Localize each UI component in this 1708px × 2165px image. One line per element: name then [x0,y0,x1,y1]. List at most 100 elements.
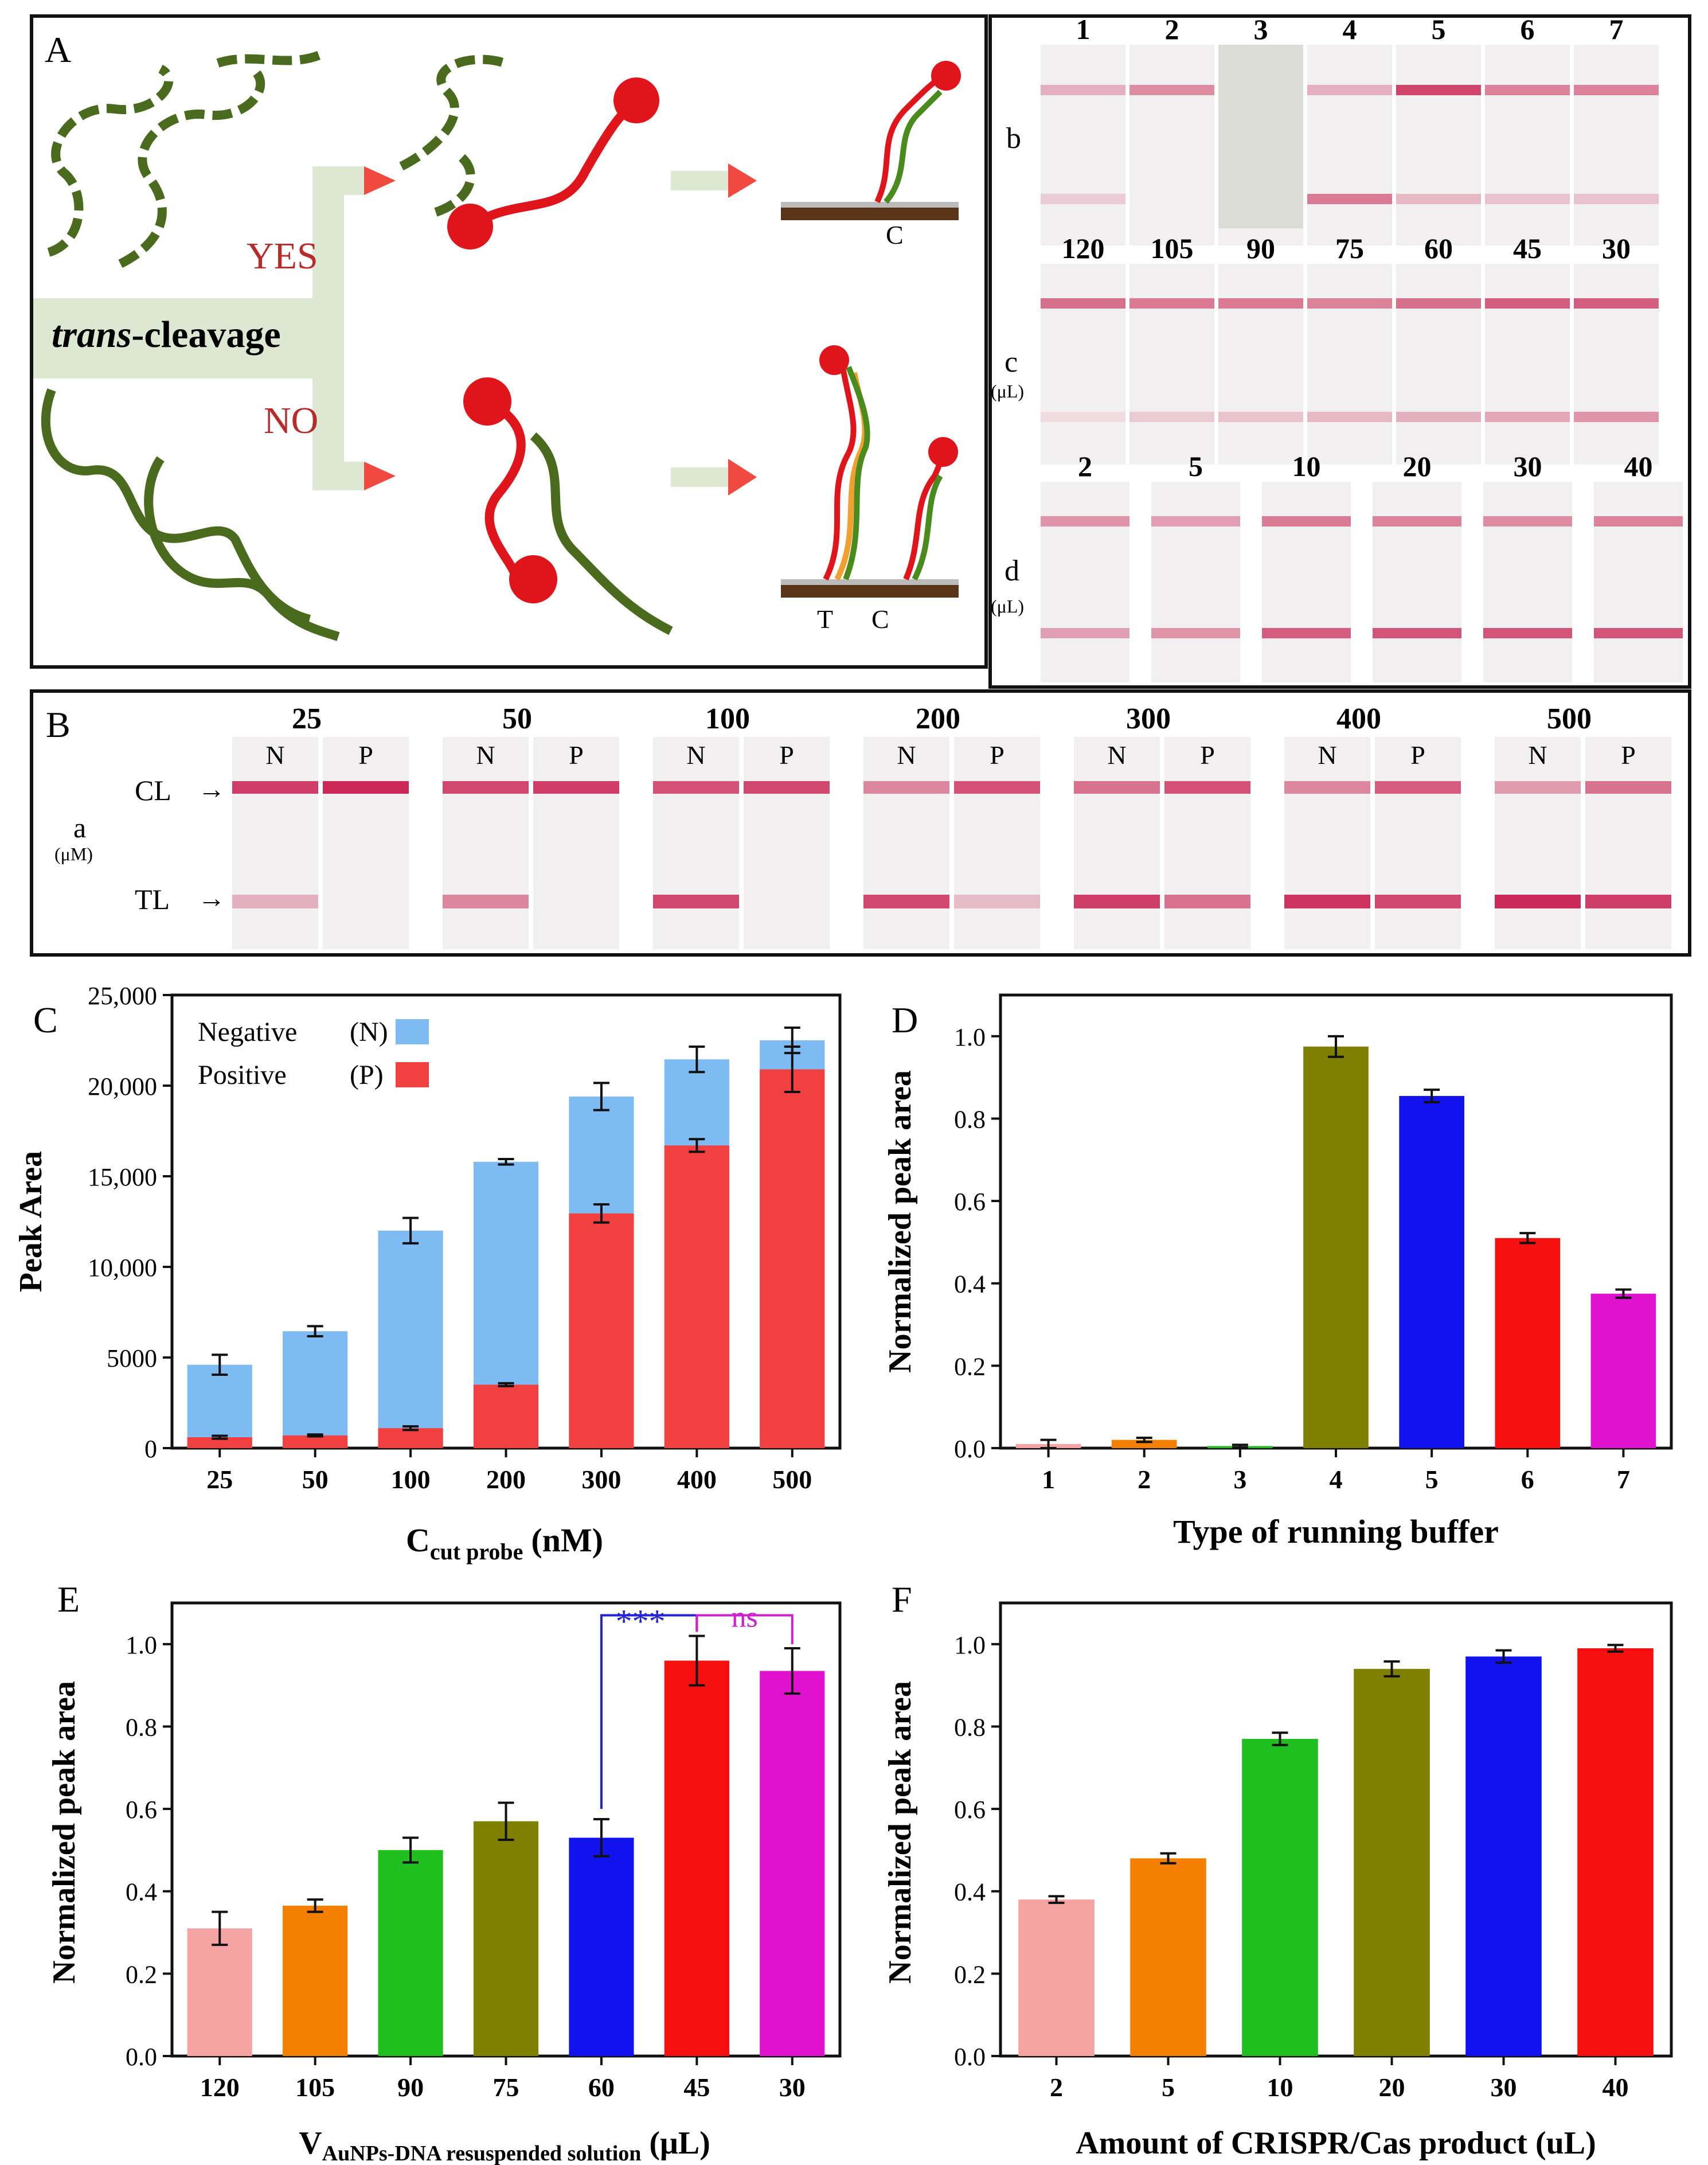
control-band [1151,516,1240,526]
test-band [1485,194,1570,204]
control-band [1574,298,1659,309]
strip-label: 2 [1078,450,1092,482]
strip-label: 6 [1521,13,1535,45]
test-band [1574,194,1659,204]
p-label: P [779,740,794,770]
chart-e: 0.0 0.2 0.4 0.6 0.8 1.0 120 105 90 75 60 45 30 E Norma… [46,1579,842,2165]
control-line-label-2: C [871,604,889,634]
y-tick-label: 0.0 [954,1435,986,1463]
x-tick-label: 105 [295,2073,335,2102]
x-tick-label: 300 [581,1465,621,1494]
strip [1218,264,1303,465]
panel-d-label: D [892,1000,918,1040]
branch-bar [312,166,344,487]
cleaved-ssdna [47,50,506,268]
test-band [1396,412,1481,422]
tl-band-n [1495,895,1581,908]
cl-band-p [323,781,409,794]
strip-label: 3 [1254,13,1268,45]
y-tick-label: 1.0 [954,1631,986,1659]
x-tick-label: 400 [677,1465,717,1494]
n-label: N [1318,740,1336,770]
strip-n [653,737,739,949]
control-band [1574,85,1659,95]
test-band [1373,628,1461,638]
control-band [1041,85,1125,95]
strip-label: 1 [1076,13,1091,45]
control-line-label: C [886,220,904,249]
control-band [1594,516,1683,526]
strip-label: 5 [1189,450,1203,482]
test-band [1307,412,1392,422]
y-tick-label: 0.4 [954,1270,986,1298]
test-band [1041,412,1125,422]
x-tick-label: 75 [493,2073,519,2102]
strip-blank [1218,45,1303,228]
legend-swatch [396,1019,429,1044]
x-tick-label: 5 [1162,2073,1175,2102]
concentration-label: 100 [705,703,750,735]
y-axis-label: Normalized peak area [882,1681,918,1984]
legend-name: Positive [198,1060,287,1090]
y-tick-label: 5000 [107,1344,157,1372]
y-tick-label: 0 [144,1435,157,1463]
strip-label: 10 [1292,450,1321,482]
control-band [1129,298,1214,309]
legend-swatch [396,1062,429,1087]
strip-label: 30 [1602,232,1631,264]
x-tick-label: 60 [588,2073,615,2102]
arrow-icon [728,459,757,496]
arrow-icon [364,166,396,195]
strip-label: 90 [1246,232,1275,264]
substrate-line [781,585,959,598]
control-band [1218,298,1303,309]
strip [1483,482,1572,682]
test-band [1041,194,1125,204]
tl-band-n [653,895,739,908]
x-tick-label: 4 [1330,1465,1343,1494]
cl-band-n [1495,781,1581,794]
p-label: P [1200,740,1215,770]
bar-positive [664,1145,729,1448]
y-tick-label: 20,000 [88,1072,157,1101]
row-b-label: b [1006,122,1021,155]
plot-frame [999,1601,1673,2058]
control-band [1396,298,1481,309]
bar [1130,1858,1206,2056]
bar-negative [283,1331,348,1448]
strip [1574,264,1659,465]
substrate-line [781,208,959,220]
strip-n [863,737,949,949]
yes-label: YES [247,235,318,277]
cl-band-p [533,781,619,794]
row-c-unit: (μL) [991,381,1024,401]
y-axis-label: Normalized peak area [46,1681,82,1984]
y-axis-label: Normalized peak area [882,1070,918,1373]
arrow-icon [364,462,396,490]
strip-n [1074,737,1160,949]
cl-band-p [954,781,1040,794]
bar [283,1905,348,2056]
tl-label: TL [135,883,170,915]
legend-name: Negative [198,1017,297,1047]
strip [1307,45,1392,245]
x-axis-label: Amount of CRISPR/Cas product (uL) [1076,2125,1596,2161]
strip-n [443,737,529,949]
bar [1018,1899,1095,2056]
strip [1396,45,1481,245]
bar [1590,1293,1656,1448]
x-tick-label: 30 [1491,2073,1517,2102]
tl-band-p [1375,895,1461,908]
concentration-label: 400 [1336,703,1381,735]
cl-label: CL [135,774,171,806]
tl-band-n [1284,895,1370,908]
bar [1111,1440,1177,1448]
control-band [1307,85,1392,95]
x-tick-label: 40 [1603,2073,1629,2102]
panel-b-label: B [46,704,71,745]
control-band [1041,516,1129,526]
strip-label: 45 [1513,232,1542,264]
bar [1354,1668,1430,2056]
